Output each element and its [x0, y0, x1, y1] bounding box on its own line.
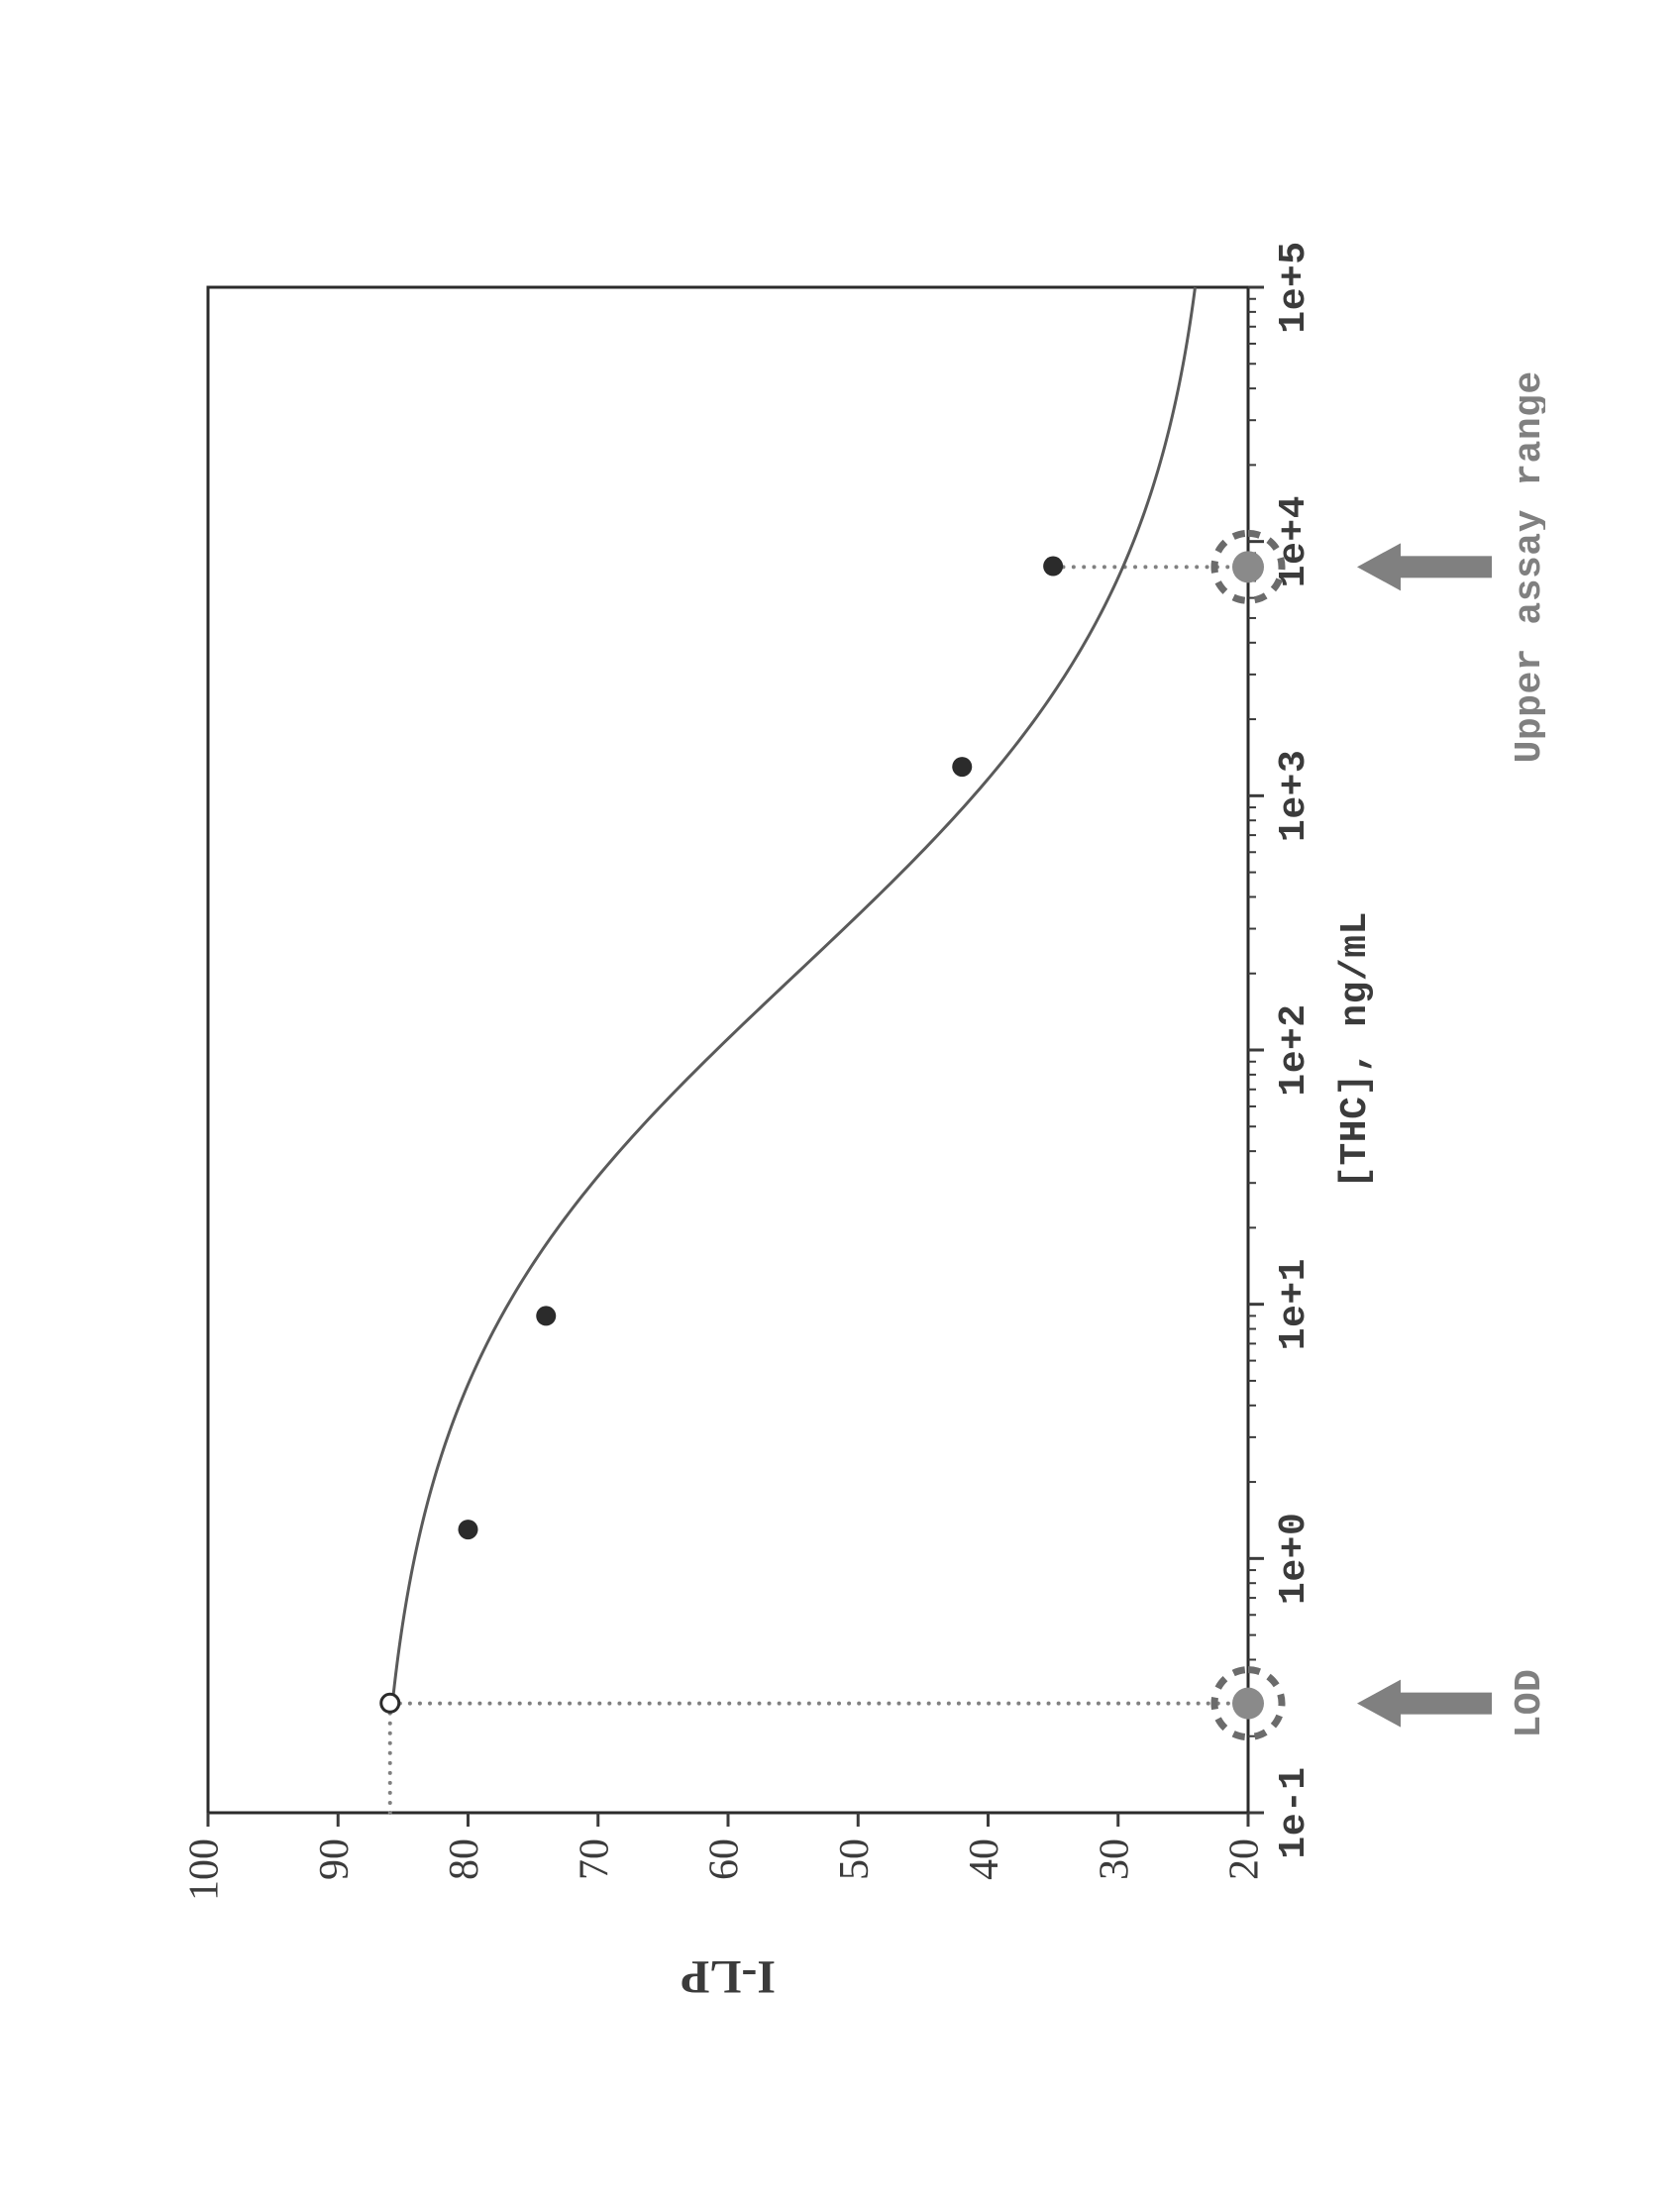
data-point	[536, 1306, 556, 1325]
x-tick-label: 1e+5	[1273, 241, 1315, 333]
x-tick-label: 1e+0	[1273, 1513, 1315, 1605]
annotation-label: Upper assay range	[1509, 370, 1545, 763]
x-tick-label: 1e+2	[1273, 1003, 1315, 1096]
thc-dose-response-chart: 20 30 40 50 60 70 80 90 100 1e-1 1e+0 1e+1 1e+2 1e+3 1…	[129, 168, 1545, 2041]
y-axis-label: I-LP	[681, 1950, 776, 2003]
y-tick-label: 90	[312, 1838, 358, 1880]
y-tick-label: 50	[832, 1838, 878, 1880]
y-tick-label: 20	[1222, 1838, 1268, 1880]
x-tick-label: 1e+3	[1273, 750, 1315, 842]
x-axis-label: [THC], ng/mL	[1334, 911, 1377, 1189]
y-tick-label: 80	[442, 1838, 487, 1880]
data-point	[952, 757, 972, 777]
x-tick-label: 1e+4	[1273, 495, 1315, 587]
data-point	[459, 1520, 478, 1539]
open-data-point	[381, 1694, 399, 1712]
plot-area	[208, 287, 1248, 1813]
x-tick-label: 1e-1	[1273, 1766, 1315, 1858]
y-tick-label: 40	[962, 1838, 1007, 1880]
chart-svg: 20 30 40 50 60 70 80 90 100 1e-1 1e+0 1e+1 1e+2 1e+3 1…	[129, 168, 1545, 2041]
annotation-label: LOD	[1509, 1669, 1545, 1738]
y-tick-label: 100	[182, 1838, 228, 1901]
chart-container: 20 30 40 50 60 70 80 90 100 1e-1 1e+0 1e+1 1e+2 1e+3 1…	[129, 168, 1545, 2041]
y-tick-label: 30	[1092, 1838, 1137, 1880]
data-point	[1043, 557, 1063, 577]
y-tick-label: 60	[702, 1838, 748, 1880]
x-tick-label: 1e+1	[1273, 1258, 1315, 1350]
y-tick-label: 70	[572, 1838, 617, 1880]
page: FIGURE 1 20304050607080901001e-11e+01e+1…	[0, 0, 1680, 2205]
